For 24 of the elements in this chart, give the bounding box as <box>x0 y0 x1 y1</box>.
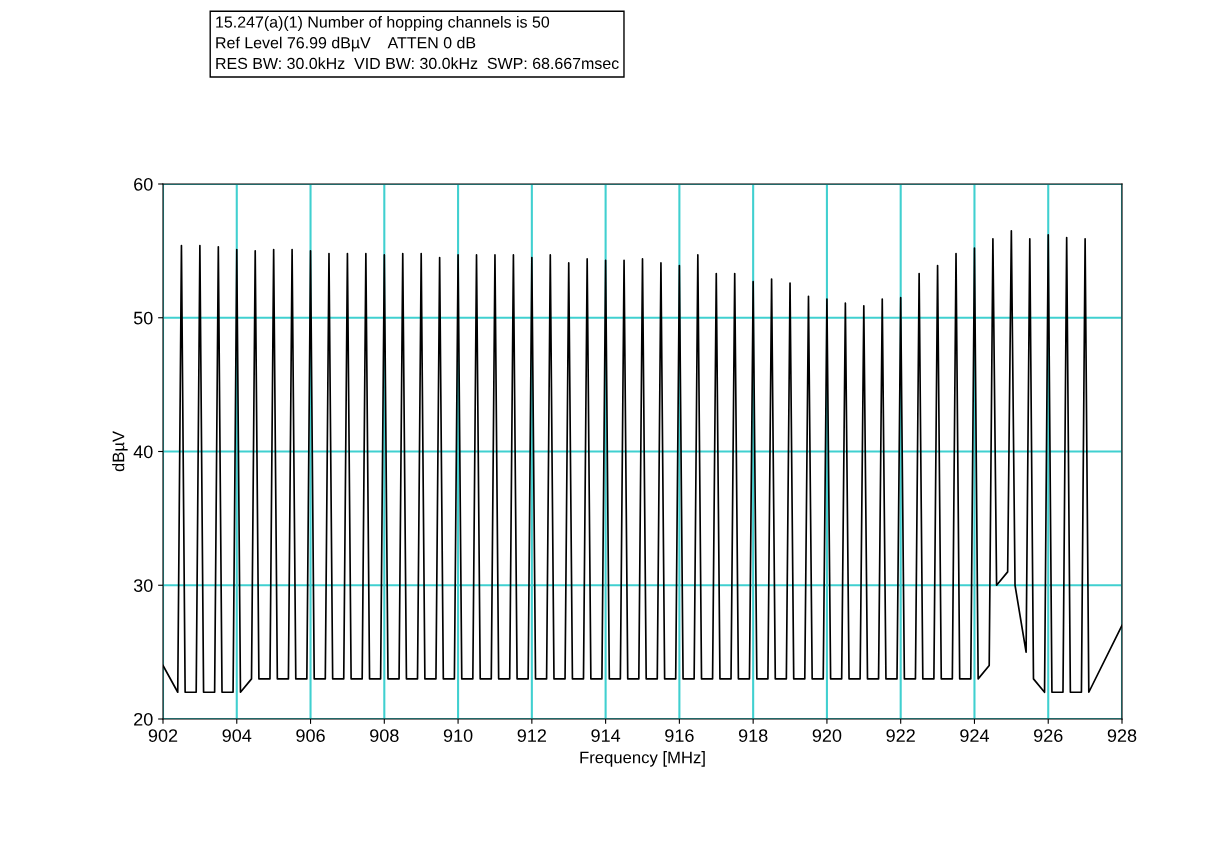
x-tick-label: 928 <box>1107 729 1137 742</box>
x-tick-label: 918 <box>738 729 768 742</box>
x-tick-label: 926 <box>1034 729 1063 742</box>
x-tick-label: 914 <box>591 729 621 742</box>
y-tick-label: 60 <box>134 177 153 191</box>
y-tick-label: 40 <box>133 445 153 459</box>
x-tick-label: 908 <box>370 729 399 742</box>
y-axis-title: dBµV <box>112 431 128 472</box>
x-tick-label: 910 <box>443 729 473 742</box>
y-tick-label: 50 <box>133 311 153 325</box>
x-tick-label: 902 <box>148 729 178 742</box>
x-tick-label: 922 <box>886 729 915 742</box>
chart-title: 15.247(a)(1) Number of hopping channels is 50 <box>216 16 550 31</box>
x-tick-label: 912 <box>517 729 546 742</box>
x-axis-title: Frequency [MHz] <box>580 751 705 767</box>
y-tick-label: 20 <box>134 712 153 726</box>
x-tick-label: 904 <box>222 729 252 742</box>
text: RES BW: 30.0kHz VID BW: 30.0kHz SWP: 68.667msec <box>216 57 619 70</box>
y-tick-label: 30 <box>133 579 153 592</box>
x-tick-label: 906 <box>296 729 325 742</box>
x-tick-label: 924 <box>960 729 989 742</box>
x-tick-label: 920 <box>812 729 842 742</box>
x-tick-label: 916 <box>665 729 694 742</box>
text: Ref Level 76.99 dBµV ATTEN 0 dB <box>216 36 476 52</box>
